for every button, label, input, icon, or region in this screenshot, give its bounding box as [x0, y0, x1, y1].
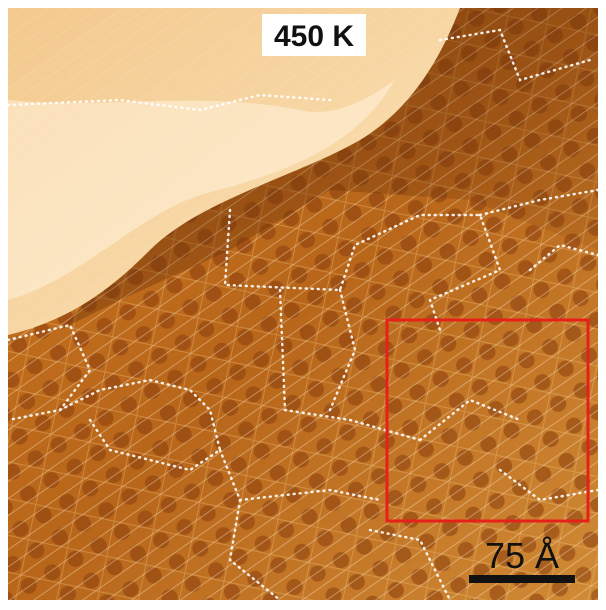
stm-image: [8, 8, 598, 600]
page: 450 K 75 Å (() => { const data = JSON.pa…: [0, 0, 606, 610]
stm-image-figure: 450 K 75 Å: [0, 0, 606, 610]
temperature-label: 450 K: [274, 20, 354, 53]
scale-bar-label: 75 Å: [485, 535, 559, 576]
scale-bar: [469, 575, 575, 583]
